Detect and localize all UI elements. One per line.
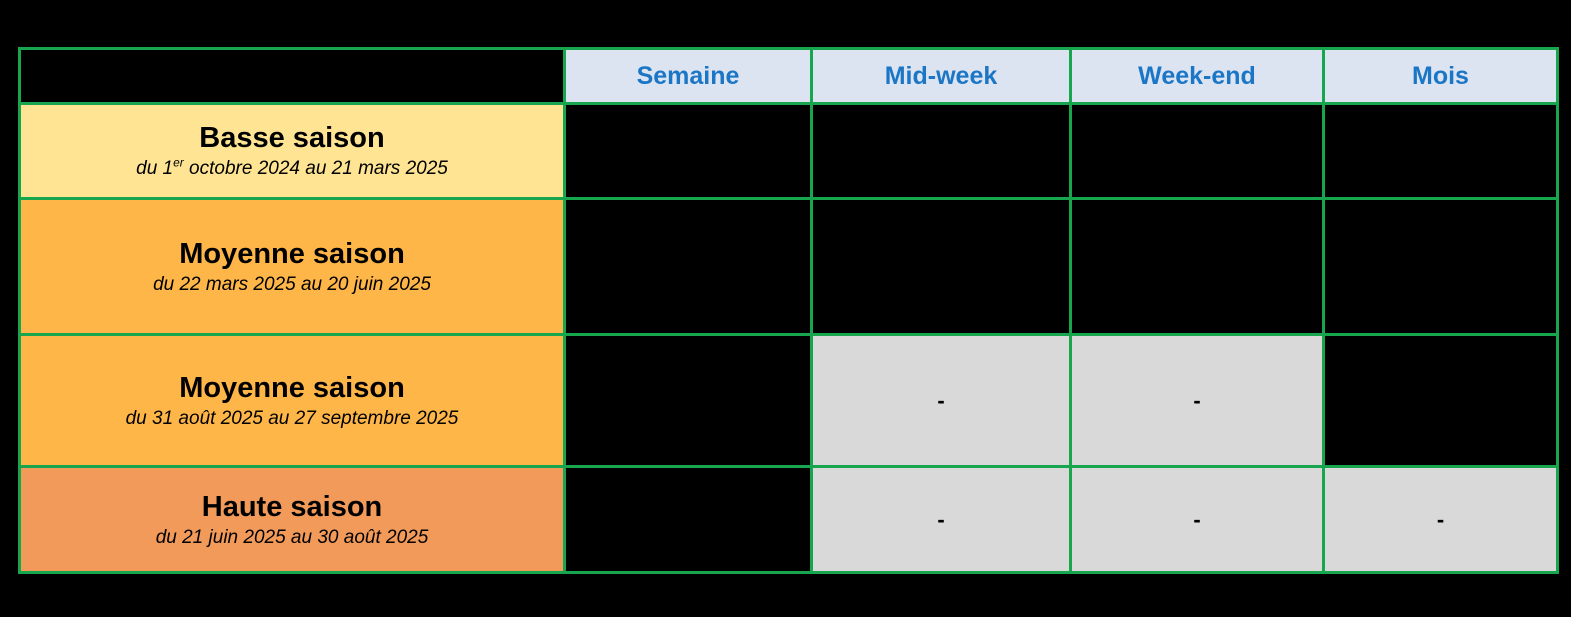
price-cell-moyenne1-week-end <box>1069 197 1325 336</box>
season-title: Moyenne saison <box>179 371 405 404</box>
season-title: Haute saison <box>201 490 383 523</box>
price-cell-basse-mid-week <box>810 102 1072 200</box>
price-cell-haute-mois: - <box>1322 465 1559 574</box>
price-cell-moyenne2-mois <box>1322 333 1559 468</box>
price-cell-moyenne1-mois <box>1322 197 1559 336</box>
season-dates: du 1er octobre 2024 au 21 mars 2025 <box>23 155 562 181</box>
table-row-basse-saison: Basse saison du 1er octobre 2024 au 21 m… <box>18 102 1559 200</box>
season-dates: du 31 août 2025 au 27 septembre 2025 <box>125 407 459 429</box>
table-row-moyenne-saison-printemps: Moyenne saison du 22 mars 2025 au 20 jui… <box>18 197 1559 336</box>
header-row: Semaine Mid-week Week-end Mois <box>18 47 1559 105</box>
column-header-mois: Mois <box>1322 47 1559 105</box>
season-label-basse: Basse saison du 1er octobre 2024 au 21 m… <box>18 102 566 200</box>
season-title: Basse saison <box>199 122 385 155</box>
price-cell-basse-week-end <box>1069 102 1325 200</box>
price-cell-moyenne1-mid-week <box>810 197 1072 336</box>
column-header-mid-week: Mid-week <box>810 47 1072 105</box>
empty-corner <box>18 47 566 105</box>
price-cell-moyenne2-week-end: - <box>1069 333 1325 468</box>
season-title: Moyenne saison <box>179 237 405 270</box>
season-pricing-table: Semaine Mid-week Week-end Mois Basse sai… <box>18 47 1559 574</box>
column-header-semaine: Semaine <box>563 47 813 105</box>
season-label-moyenne-1: Moyenne saison du 22 mars 2025 au 20 jui… <box>18 197 566 336</box>
dates-prefix: du 1 <box>136 158 174 179</box>
season-label-haute: Haute saison du 21 juin 2025 au 30 août … <box>18 465 566 574</box>
table-row-haute-saison: Haute saison du 21 juin 2025 au 30 août … <box>18 465 1559 574</box>
season-dates: du 22 mars 2025 au 20 juin 2025 <box>153 273 431 295</box>
price-cell-basse-semaine <box>563 102 813 200</box>
price-cell-moyenne1-semaine <box>563 197 813 336</box>
season-label-moyenne-2: Moyenne saison du 31 août 2025 au 27 sep… <box>18 333 566 468</box>
price-cell-moyenne2-mid-week: - <box>810 333 1072 468</box>
table-row-moyenne-saison-automne: Moyenne saison du 31 août 2025 au 27 sep… <box>18 333 1559 468</box>
price-cell-haute-mid-week: - <box>810 465 1072 574</box>
dates-superscript: er <box>173 155 184 170</box>
price-cell-moyenne2-semaine <box>563 333 813 468</box>
season-dates: du 21 juin 2025 au 30 août 2025 <box>155 526 429 548</box>
column-header-week-end: Week-end <box>1069 47 1325 105</box>
dates-rest: octobre 2024 au 21 mars 2025 <box>183 158 448 179</box>
price-cell-haute-week-end: - <box>1069 465 1325 574</box>
price-cell-basse-mois <box>1322 102 1559 200</box>
price-cell-haute-semaine <box>563 465 813 574</box>
